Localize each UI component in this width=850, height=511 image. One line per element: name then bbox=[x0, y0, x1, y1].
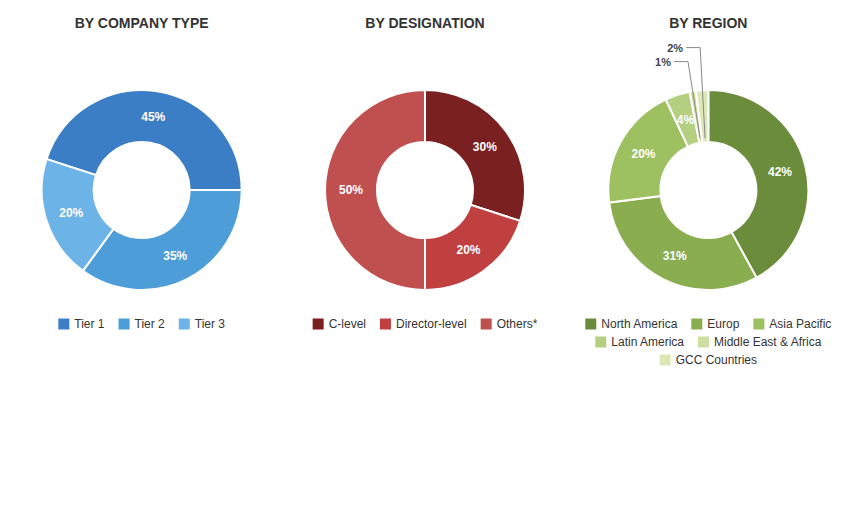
leader-line bbox=[686, 48, 705, 139]
legend-swatch bbox=[595, 337, 606, 348]
legend: North America Europ Asia Pacific Latin Amer… bbox=[585, 317, 831, 367]
legend-swatch bbox=[380, 319, 391, 330]
legend-item: Asia Pacific bbox=[753, 317, 831, 331]
leader-line bbox=[674, 62, 700, 139]
legend-label: C-level bbox=[329, 317, 366, 331]
chart-canvas: BY COMPANY TYPE45%35%20%Tier 1Tier 2Tier… bbox=[0, 0, 850, 511]
chart-title: BY COMPANY TYPE bbox=[75, 15, 209, 31]
data-label: 50% bbox=[339, 183, 363, 197]
donut-chart: BY COMPANY TYPE45%35%20%Tier 1Tier 2Tier… bbox=[42, 15, 242, 331]
data-labels: 42% 31% 20% 4% 1% 2% bbox=[631, 42, 792, 263]
data-label: 20% bbox=[631, 147, 655, 161]
donut-slice bbox=[42, 159, 114, 271]
legend-swatch bbox=[691, 319, 702, 330]
legend-swatch bbox=[58, 319, 69, 330]
legend-label: Asia Pacific bbox=[769, 317, 831, 331]
donut-slice bbox=[83, 190, 242, 290]
legend-item: Latin America bbox=[595, 335, 684, 349]
donut-slice bbox=[325, 90, 425, 290]
legend-label: Latin America bbox=[611, 335, 684, 349]
chart-title: BY DESIGNATION bbox=[365, 15, 484, 31]
legend-item: North America bbox=[585, 317, 677, 331]
chart-title: BY REGION bbox=[669, 15, 747, 31]
legend-item: Tier 2 bbox=[119, 317, 166, 331]
legend-label: GCC Countries bbox=[676, 353, 757, 367]
legend-item: Middle East & Africa bbox=[698, 335, 822, 349]
page: {"chart_data": [ {"type": "donut", "titl… bbox=[0, 0, 850, 511]
legend-label: Tier 2 bbox=[135, 317, 166, 331]
donut-slice bbox=[696, 90, 709, 142]
legend-item: Tier 3 bbox=[179, 317, 226, 331]
legend-item: Director-level bbox=[380, 317, 467, 331]
legend-swatch bbox=[698, 337, 709, 348]
data-label: 42% bbox=[768, 165, 792, 179]
legend-item: Tier 1 bbox=[58, 317, 105, 331]
data-label: 20% bbox=[59, 206, 83, 220]
legend-label: Director-level bbox=[396, 317, 467, 331]
slices bbox=[325, 90, 525, 290]
legend-swatch bbox=[753, 319, 764, 330]
legend-label: Others* bbox=[497, 317, 538, 331]
data-label: 35% bbox=[163, 249, 187, 263]
data-label: 45% bbox=[141, 110, 165, 124]
legend-label: North America bbox=[601, 317, 677, 331]
legend-swatch bbox=[660, 355, 671, 366]
legend-label: Middle East & Africa bbox=[714, 335, 822, 349]
donut-chart: BY REGION 42% 31% 20% 4% 1% 2% North America Eur… bbox=[585, 15, 831, 367]
data-label: 1% bbox=[655, 56, 671, 68]
donut-chart: BY DESIGNATION 30% 20% 50% C-level Director-l… bbox=[313, 15, 538, 331]
data-label: 31% bbox=[663, 249, 687, 263]
data-labels: 45% 35% 20% bbox=[59, 110, 187, 263]
legend-swatch bbox=[481, 319, 492, 330]
legend-swatch bbox=[119, 319, 130, 330]
legend-swatch bbox=[179, 319, 190, 330]
data-labels: 30% 20% 50% bbox=[339, 140, 497, 257]
data-label: 4% bbox=[677, 113, 695, 127]
legend: C-level Director-level Others* bbox=[313, 317, 538, 331]
donut-slice bbox=[425, 90, 525, 221]
data-label: 20% bbox=[456, 243, 480, 257]
legend-swatch bbox=[313, 319, 324, 330]
legend-item: Others* bbox=[481, 317, 538, 331]
data-label: 2% bbox=[667, 42, 683, 54]
legend-item: Europ bbox=[691, 317, 739, 331]
legend-item: C-level bbox=[313, 317, 366, 331]
legend: Tier 1 Tier 2 Tier 3 bbox=[58, 317, 225, 331]
slices bbox=[608, 90, 808, 290]
slices bbox=[42, 90, 242, 290]
data-label: 30% bbox=[473, 140, 497, 154]
legend-label: Europ bbox=[707, 317, 739, 331]
legend-label: Tier 3 bbox=[195, 317, 226, 331]
donut-slice bbox=[425, 205, 520, 290]
donut-slice bbox=[609, 196, 756, 290]
legend-item: GCC Countries bbox=[660, 353, 757, 367]
legend-swatch bbox=[585, 319, 596, 330]
legend-label: Tier 1 bbox=[74, 317, 105, 331]
